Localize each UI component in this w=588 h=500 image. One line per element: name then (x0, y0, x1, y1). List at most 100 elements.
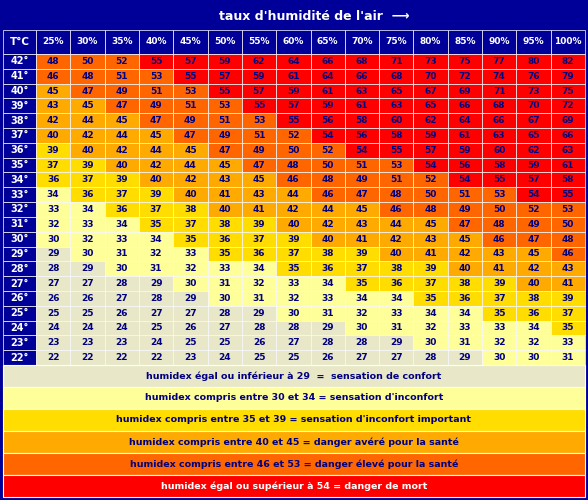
Bar (516, 143, 551, 158)
Bar (482, 30, 516, 54)
Bar (71, 306, 105, 320)
Bar (413, 69, 447, 84)
Text: 39: 39 (287, 234, 300, 244)
Text: 39: 39 (562, 294, 574, 303)
Text: 44: 44 (81, 116, 94, 125)
Bar (413, 158, 447, 172)
Bar (3, 350, 36, 365)
Bar (447, 202, 482, 217)
Text: 27: 27 (150, 308, 162, 318)
Text: 45: 45 (81, 102, 93, 110)
Text: 36: 36 (47, 176, 59, 184)
Text: 45: 45 (184, 146, 197, 155)
Bar (71, 172, 105, 188)
Bar (447, 128, 482, 143)
Text: 42: 42 (322, 220, 334, 229)
Text: 51: 51 (390, 176, 403, 184)
Bar (379, 143, 413, 158)
Text: 46: 46 (322, 190, 334, 199)
Text: 35°: 35° (11, 160, 29, 170)
Bar (276, 336, 310, 350)
Bar (36, 128, 71, 143)
Bar (3, 431, 585, 453)
Bar (105, 262, 139, 276)
Bar (551, 172, 585, 188)
Text: 45: 45 (218, 160, 231, 170)
Bar (242, 202, 276, 217)
Text: 30: 30 (425, 338, 437, 347)
Text: 32: 32 (81, 234, 93, 244)
Text: 33: 33 (115, 234, 128, 244)
Text: 28°: 28° (10, 264, 29, 274)
Bar (173, 202, 208, 217)
Bar (276, 246, 310, 262)
Text: 25: 25 (150, 324, 162, 332)
Text: 55: 55 (184, 72, 196, 80)
Bar (276, 217, 310, 232)
Bar (413, 113, 447, 128)
Text: 47: 47 (356, 190, 368, 199)
Bar (242, 350, 276, 365)
Text: 45: 45 (150, 131, 162, 140)
Bar (208, 98, 242, 113)
Bar (310, 232, 345, 246)
Text: 52: 52 (287, 131, 300, 140)
Text: 48: 48 (493, 220, 506, 229)
Bar (413, 30, 447, 54)
Text: 47: 47 (527, 234, 540, 244)
Bar (413, 143, 447, 158)
Bar (447, 320, 482, 336)
Text: 24: 24 (150, 338, 162, 347)
Text: 50: 50 (562, 220, 574, 229)
Bar (310, 202, 345, 217)
Text: 62: 62 (527, 146, 540, 155)
Text: 75: 75 (459, 57, 471, 66)
Text: 40: 40 (47, 131, 59, 140)
Bar (447, 217, 482, 232)
Text: 71: 71 (493, 86, 506, 96)
Text: T°C: T°C (9, 37, 29, 47)
Text: 36: 36 (81, 190, 93, 199)
Bar (379, 158, 413, 172)
Text: 63: 63 (390, 102, 403, 110)
Text: 42: 42 (184, 176, 197, 184)
Text: 48: 48 (390, 190, 403, 199)
Text: 52: 52 (527, 205, 540, 214)
Text: 55: 55 (253, 102, 265, 110)
Bar (551, 262, 585, 276)
Bar (36, 172, 71, 188)
Text: 31: 31 (253, 294, 265, 303)
Bar (105, 246, 139, 262)
Text: 56: 56 (459, 160, 471, 170)
Bar (516, 158, 551, 172)
Text: 25°: 25° (11, 308, 29, 318)
Bar (447, 291, 482, 306)
Text: 47: 47 (184, 131, 197, 140)
Text: 55: 55 (150, 57, 162, 66)
Bar (482, 143, 516, 158)
Bar (3, 98, 36, 113)
Bar (447, 336, 482, 350)
Text: 29: 29 (47, 250, 59, 258)
Text: 54: 54 (356, 146, 368, 155)
Bar (482, 188, 516, 202)
Text: 56: 56 (322, 116, 334, 125)
Bar (208, 188, 242, 202)
Text: 53: 53 (390, 160, 403, 170)
Text: 37: 37 (356, 264, 368, 273)
Text: 30: 30 (219, 294, 231, 303)
Text: 36: 36 (253, 250, 265, 258)
Text: 74: 74 (493, 72, 506, 80)
Bar (310, 320, 345, 336)
Bar (551, 306, 585, 320)
Text: 39: 39 (493, 279, 506, 288)
Bar (516, 113, 551, 128)
Text: 85%: 85% (454, 38, 476, 46)
Bar (516, 84, 551, 98)
Text: 70: 70 (425, 72, 437, 80)
Bar (551, 54, 585, 69)
Text: 61: 61 (459, 131, 471, 140)
Text: 34: 34 (425, 308, 437, 318)
Text: 25: 25 (47, 308, 59, 318)
Bar (379, 84, 413, 98)
